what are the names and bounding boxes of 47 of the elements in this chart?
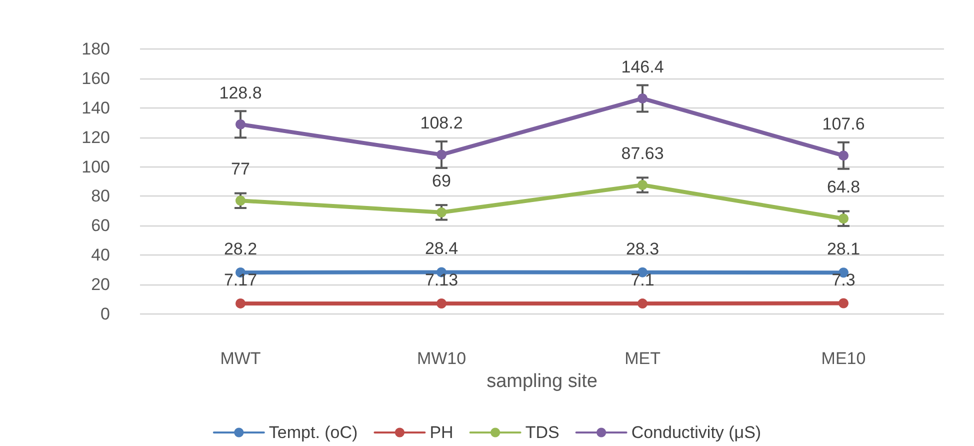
y-tick-label: 180 [82, 40, 110, 58]
data-label: 7.1 [630, 270, 654, 290]
data-label: 7.17 [224, 270, 258, 290]
point [638, 93, 648, 104]
data-label: 28.2 [224, 239, 258, 258]
point [838, 150, 848, 161]
point [838, 214, 848, 224]
data-label: 28.1 [826, 240, 860, 259]
data-label: 107.6 [822, 114, 865, 134]
y-tick-label: 60 [91, 216, 110, 236]
data-label: 7.3 [832, 270, 856, 290]
x-tick-label: MET [624, 349, 660, 368]
y-tick-label: 160 [82, 68, 110, 88]
data-label: 7.13 [424, 270, 458, 290]
data-label: 77 [231, 160, 250, 179]
data-label: 108.2 [420, 114, 463, 133]
x-tick-label: MWT [220, 349, 261, 368]
point [436, 298, 446, 308]
point [436, 150, 446, 160]
point [838, 298, 848, 308]
point [236, 119, 246, 130]
point [236, 298, 246, 308]
point [638, 180, 648, 190]
data-label: 64.8 [826, 178, 860, 197]
data-label: 146.4 [621, 57, 664, 76]
data-label: 87.63 [621, 144, 664, 163]
x-tick-label: MW10 [416, 349, 466, 368]
y-tick-label: 100 [82, 157, 110, 176]
data-label: 28.4 [424, 239, 458, 258]
legend-label: TDS [525, 423, 560, 442]
legend-label: Conductivity (μS) [631, 423, 762, 442]
legend-label: PH [430, 423, 454, 442]
y-tick-label: 120 [82, 128, 110, 147]
data-label: 128.8 [219, 83, 262, 102]
point [236, 196, 246, 206]
y-tick-label: 80 [91, 186, 110, 206]
point [436, 207, 446, 218]
x-tick-label: ME10 [821, 349, 866, 368]
y-tick-label: 20 [91, 275, 110, 294]
data-label: 69 [432, 171, 451, 190]
x-axis-title: sampling site [486, 371, 598, 392]
legend-label: Tempt. (oC) [268, 423, 358, 442]
y-tick-label: 40 [91, 246, 110, 265]
y-tick-label: 0 [100, 304, 110, 324]
point [638, 298, 648, 309]
y-tick-label: 140 [82, 98, 110, 118]
data-label: 28.3 [626, 239, 660, 258]
